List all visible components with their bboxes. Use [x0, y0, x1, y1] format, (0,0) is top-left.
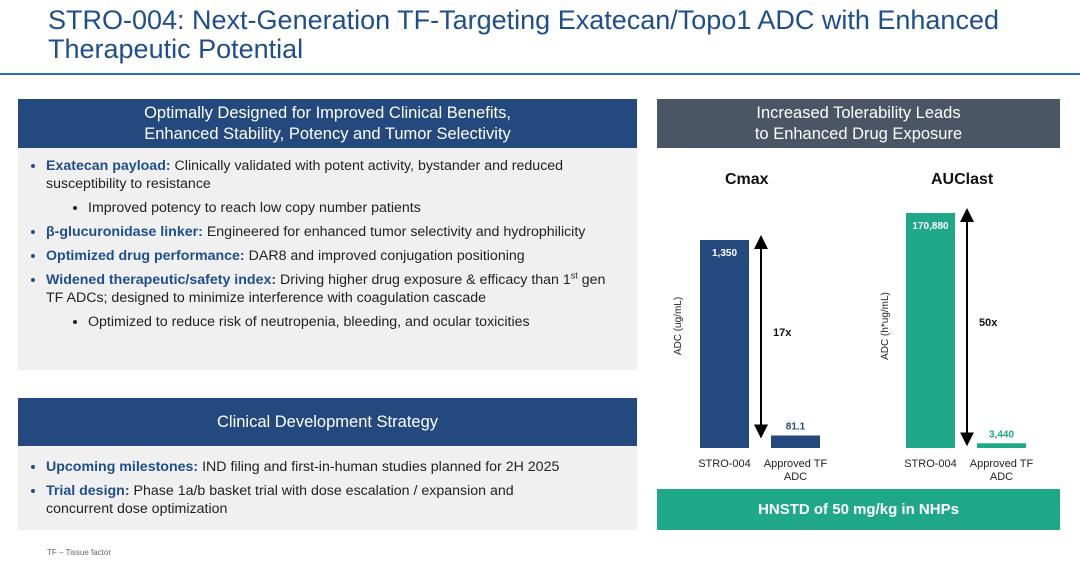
heading-line: Optimally Designed for Improved Clinical… — [144, 103, 511, 122]
value-label: 3,440 — [989, 429, 1014, 440]
sub-list: Optimized to reduce risk of neutropenia,… — [46, 313, 617, 331]
title-line: STRO-004: Next-Generation TF-Targeting E… — [48, 5, 999, 35]
charts: Cmax ADC (ug/mL) 1,350 81.1 17x AUClast ADC (h… — [657, 148, 1060, 490]
title-line: Therapeutic Potential — [48, 34, 304, 64]
title-rule — [0, 73, 1080, 75]
bullet-label: β-glucuronidase linker: — [46, 224, 203, 240]
value-label: 1,350 — [712, 248, 737, 259]
bar — [977, 443, 1026, 448]
chart-title: AUClast — [931, 171, 994, 188]
bar — [771, 435, 820, 448]
chart-title: Cmax — [725, 171, 769, 188]
bullet: Trial design: Phase 1a/b basket trial wi… — [46, 482, 577, 518]
x-tick-label: STRO-004 — [698, 458, 751, 470]
bullet-text: Driving higher drug exposure & efficacy … — [280, 272, 571, 288]
y-axis-label: ADC (ug/mL) — [673, 297, 684, 355]
heading-line: Clinical Development Strategy — [216, 412, 439, 431]
value-label: 81.1 — [786, 422, 806, 433]
x-tick-label: Approved TF ADC — [763, 458, 828, 483]
bullet-text: DAR8 and improved conjugation positionin… — [248, 248, 525, 264]
bullet-list: Upcoming milestones: IND filing and firs… — [18, 458, 577, 518]
heading-line: Increased Tolerability Leads — [756, 103, 961, 122]
banner: HNSTD of 50 mg/kg in NHPs — [657, 489, 1060, 530]
x-tick-label: STRO-004 — [904, 458, 957, 470]
bullet: β-glucuronidase linker: Engineered for e… — [46, 223, 617, 241]
sub-bullet: Optimized to reduce risk of neutropenia,… — [88, 313, 617, 331]
bullet-label: Widened therapeutic/safety index: — [46, 272, 277, 288]
value-label: 170,880 — [912, 221, 949, 232]
bullet: Optimized drug performance: DAR8 and imp… — [46, 247, 617, 265]
slide-title: STRO-004: Next-Generation TF-Targeting E… — [48, 6, 999, 64]
bullet-list: Exatecan payload: Clinically validated w… — [18, 157, 617, 331]
bullet-text: Engineered for enhanced tumor selectivit… — [206, 224, 586, 240]
bar — [906, 213, 955, 448]
sub-list: Improved potency to reach low copy numbe… — [46, 199, 617, 217]
panel-body: Exatecan payload: Clinically validated w… — [18, 148, 637, 370]
bullet-label: Upcoming milestones: — [46, 459, 199, 475]
panel-heading: Increased Tolerability Leads to Enhanced… — [657, 99, 1060, 148]
sub-bullet: Improved potency to reach low copy numbe… — [88, 199, 617, 217]
annotation: 17x — [773, 327, 792, 339]
bullet-text: IND filing and first-in-human studies pl… — [202, 459, 560, 475]
bullet: Upcoming milestones: IND filing and firs… — [46, 458, 577, 476]
y-axis-label: ADC (h*ug/mL) — [880, 292, 891, 360]
bullet: Widened therapeutic/safety index: Drivin… — [46, 271, 617, 331]
chart: Cmax ADC (ug/mL) 1,350 81.1 17x AUClast ADC (h… — [673, 171, 1026, 448]
panel-body: Upcoming milestones: IND filing and firs… — [18, 446, 637, 530]
annotation: 50x — [979, 317, 998, 329]
panel-heading: Clinical Development Strategy — [18, 398, 637, 446]
x-tick-label: Approved TF ADC — [969, 458, 1034, 483]
panel-heading: Optimally Designed for Improved Clinical… — [18, 99, 637, 148]
bar — [700, 240, 749, 448]
superscript: st — [570, 270, 578, 281]
bullet-label: Trial design: — [46, 483, 130, 499]
bullet: Exatecan payload: Clinically validated w… — [46, 157, 617, 217]
heading-line: to Enhanced Drug Exposure — [754, 124, 963, 143]
heading-line: Enhanced Stability, Potency and Tumor Se… — [144, 124, 511, 143]
bullet-text: gen TF ADCs; designed to minimize interf… — [46, 272, 606, 306]
bullet-text: Clinically validated with potent activit… — [46, 158, 564, 192]
footnote: TF – Tissue factor — [47, 548, 112, 557]
bullet-label: Exatecan payload: — [46, 158, 171, 174]
bullet-label: Optimized drug performance: — [46, 248, 245, 264]
bullet-text: Phase 1a/b basket trial with dose escala… — [46, 483, 514, 517]
